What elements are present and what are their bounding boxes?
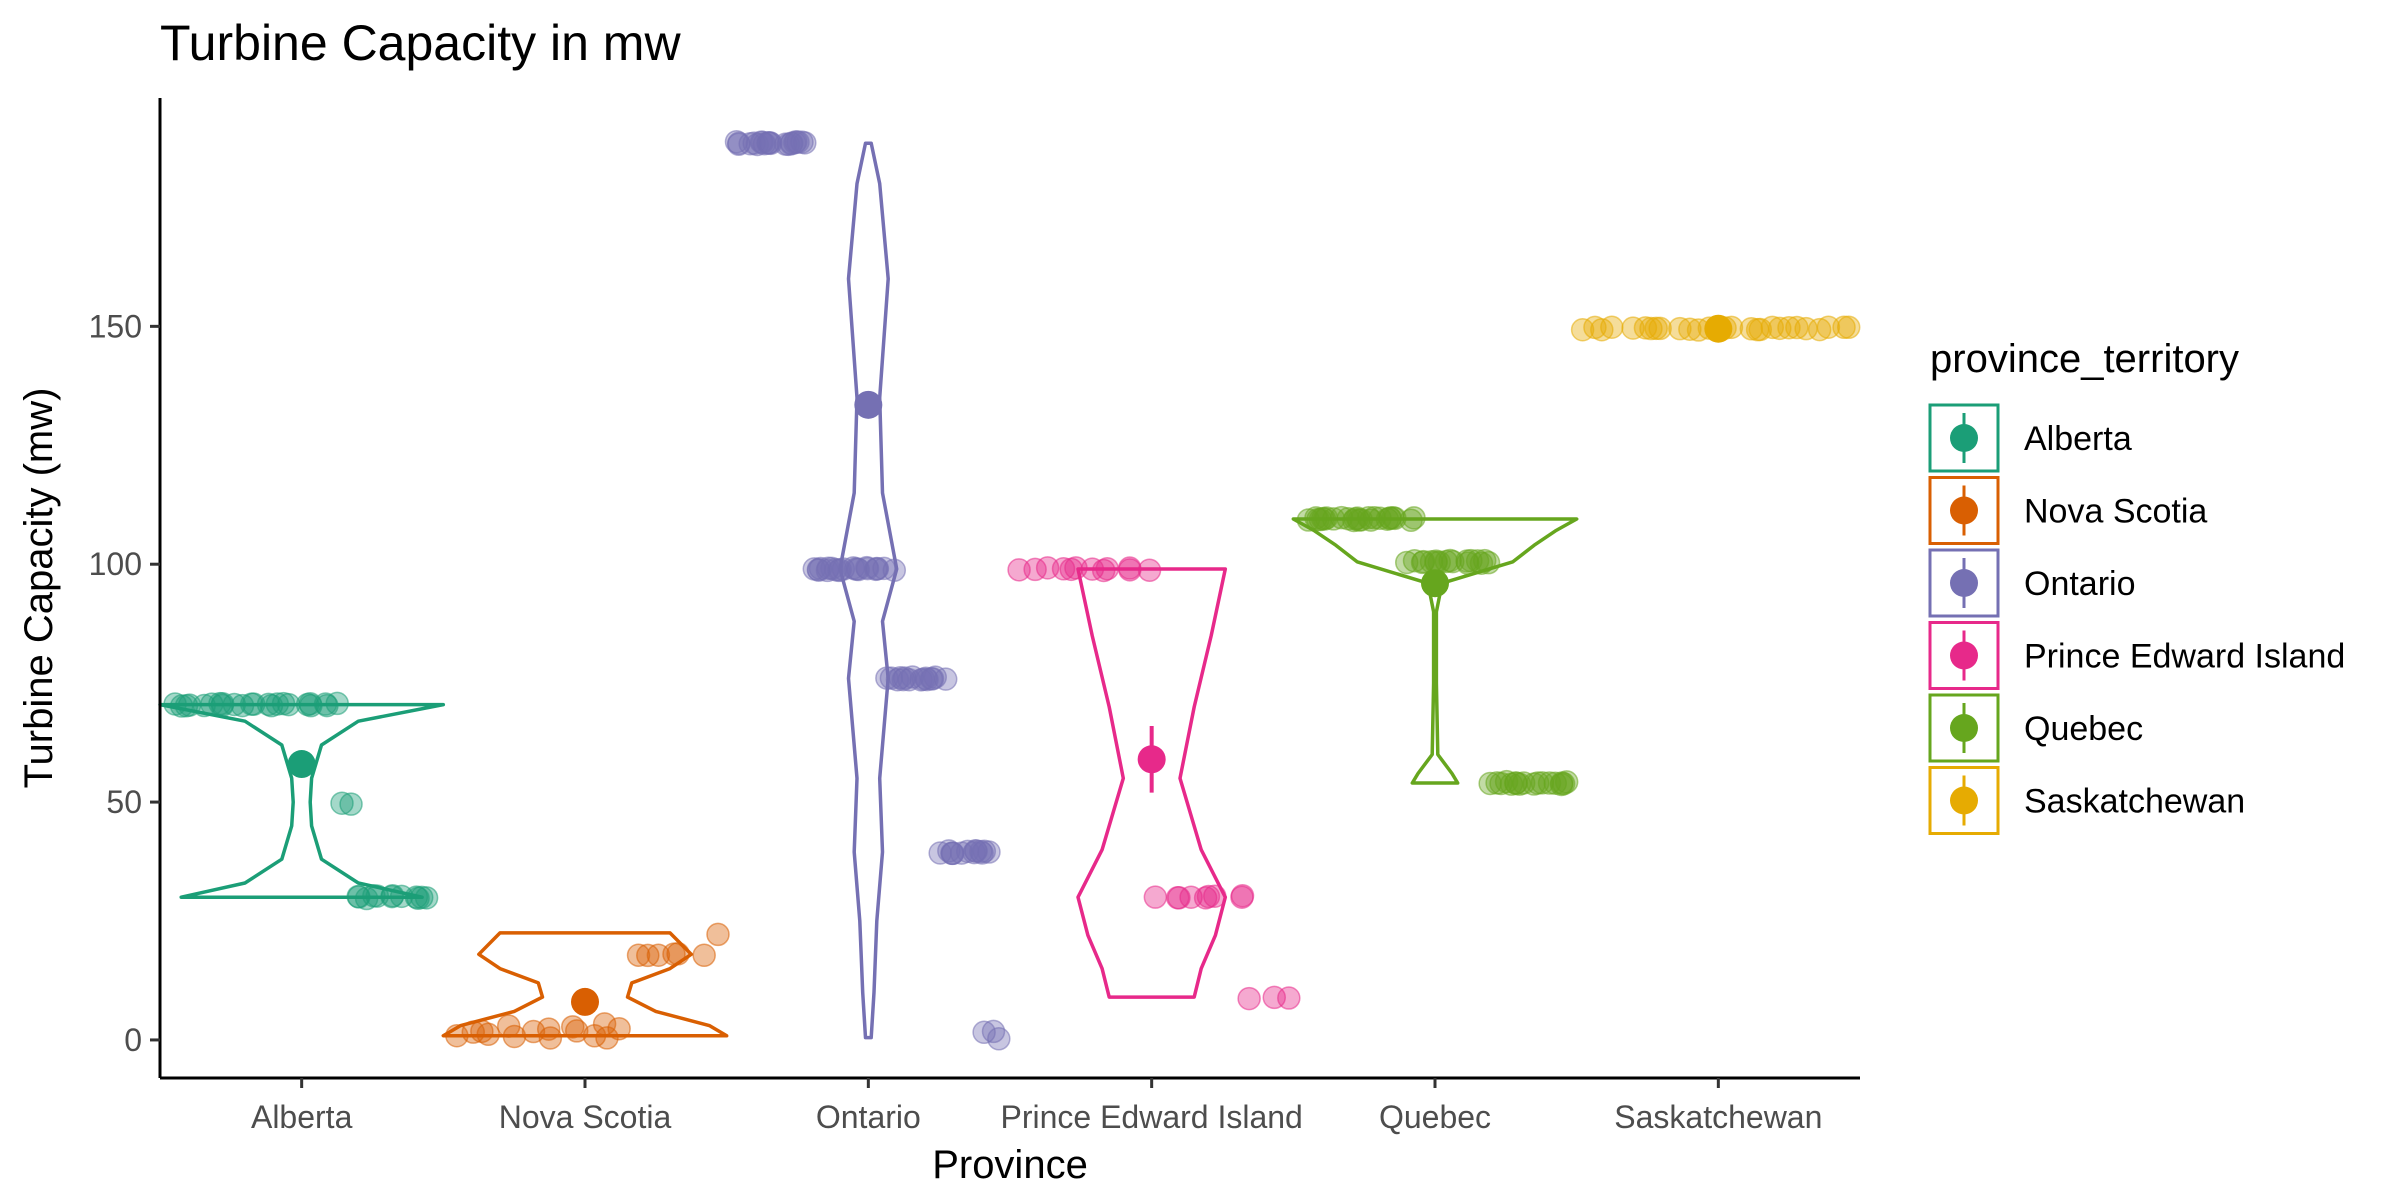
data-point bbox=[855, 556, 880, 581]
y-tick-label: 100 bbox=[89, 546, 142, 582]
mean-point bbox=[1704, 314, 1733, 343]
data-point bbox=[1230, 883, 1255, 908]
data-point bbox=[1600, 315, 1624, 339]
violin-outline bbox=[838, 141, 899, 1040]
data-point bbox=[1648, 316, 1672, 341]
data-point bbox=[969, 839, 993, 864]
mean-point bbox=[1137, 745, 1166, 774]
data-point bbox=[1836, 315, 1861, 340]
y-axis: 0 50 100 150 bbox=[89, 98, 162, 1078]
x-tick-label: Ontario bbox=[816, 1099, 921, 1135]
legend-key-dot bbox=[1950, 714, 1978, 742]
legend-key-dot bbox=[1950, 641, 1978, 670]
data-point bbox=[919, 667, 944, 691]
data-point bbox=[1777, 315, 1801, 340]
data-point bbox=[692, 943, 716, 968]
data-point bbox=[1051, 557, 1076, 581]
series-group bbox=[1007, 556, 1301, 1011]
y-axis-title: Turbine Capacity (mw) bbox=[17, 388, 61, 789]
series-group bbox=[441, 922, 730, 1050]
legend-item: Alberta bbox=[1928, 403, 2132, 473]
mean-point bbox=[854, 390, 883, 419]
y-tick-label: 150 bbox=[89, 308, 142, 344]
data-point bbox=[706, 922, 730, 947]
series-group bbox=[1291, 505, 1579, 797]
data-point bbox=[561, 1015, 585, 1039]
data-point bbox=[1739, 317, 1764, 341]
x-tick-label: Alberta bbox=[251, 1099, 353, 1135]
legend-key-dot bbox=[1950, 424, 1978, 452]
violin-outline bbox=[158, 702, 446, 899]
legend-label: Saskatchewan bbox=[2024, 783, 2245, 821]
data-point bbox=[1768, 316, 1792, 341]
data-point bbox=[339, 792, 363, 816]
violin-outline bbox=[441, 931, 729, 1038]
data-point bbox=[1748, 317, 1773, 342]
data-point bbox=[972, 1020, 996, 1045]
data-point bbox=[1668, 316, 1692, 341]
data-point bbox=[595, 1026, 619, 1050]
legend: province_territory Alberta Nova Scotia Ont… bbox=[1928, 337, 2345, 835]
data-point bbox=[1438, 548, 1462, 573]
data-point bbox=[845, 557, 870, 581]
data-point bbox=[496, 1014, 521, 1038]
data-point bbox=[1807, 317, 1832, 342]
data-point bbox=[1678, 317, 1702, 341]
legend-item: Quebec bbox=[1928, 693, 2143, 763]
violin-outline bbox=[1076, 567, 1228, 999]
series-group bbox=[724, 129, 1011, 1051]
legend-label: Ontario bbox=[2024, 565, 2136, 603]
legend-key-dot bbox=[1950, 786, 1978, 815]
series-group bbox=[1570, 314, 1861, 343]
mean-point bbox=[571, 987, 599, 1016]
legend-label: Alberta bbox=[2024, 420, 2132, 458]
data-point bbox=[1639, 316, 1663, 341]
mean-point bbox=[1421, 569, 1449, 598]
x-tick-label: Quebec bbox=[1379, 1099, 1491, 1135]
data-point bbox=[1143, 885, 1168, 909]
y-tick-label: 50 bbox=[106, 784, 142, 820]
legend-item: Prince Edward Island bbox=[1928, 621, 2345, 690]
data-point bbox=[330, 791, 354, 815]
data-point bbox=[1237, 986, 1261, 1011]
data-point bbox=[1277, 986, 1301, 1010]
x-tick-label: Saskatchewan bbox=[1614, 1099, 1822, 1135]
data-point bbox=[538, 1026, 563, 1050]
violin-outline bbox=[1291, 517, 1579, 785]
data-point bbox=[865, 557, 890, 581]
chart-title: Turbine Capacity in mw bbox=[160, 15, 681, 71]
x-tick-label: Prince Edward Island bbox=[1000, 1099, 1302, 1135]
data-point bbox=[1023, 557, 1047, 582]
legend-label: Quebec bbox=[2024, 710, 2143, 748]
data-point bbox=[1550, 771, 1574, 795]
legend-item: Saskatchewan bbox=[1928, 766, 2245, 835]
legend-item: Nova Scotia bbox=[1928, 476, 2207, 545]
legend-title: province_territory bbox=[1930, 337, 2239, 381]
data-point bbox=[977, 840, 1001, 864]
mean-point bbox=[287, 750, 316, 779]
data-point bbox=[1760, 315, 1785, 340]
data-point bbox=[1621, 316, 1645, 340]
legend-label: Nova Scotia bbox=[2024, 493, 2207, 531]
x-axis-title: Province bbox=[932, 1143, 1088, 1187]
data-point bbox=[790, 130, 814, 154]
x-axis: Alberta Nova Scotia Ontario Prince Edward I… bbox=[160, 1076, 1860, 1135]
plot-area bbox=[158, 129, 1861, 1051]
y-tick-label: 0 bbox=[124, 1022, 142, 1058]
data-point bbox=[626, 943, 651, 967]
data-point bbox=[1785, 315, 1809, 340]
data-point bbox=[981, 1019, 1006, 1044]
series-group bbox=[158, 691, 446, 911]
legend-item: Ontario bbox=[1928, 548, 2136, 618]
data-point bbox=[1196, 884, 1221, 909]
legend-key-dot bbox=[1950, 569, 1978, 597]
legend-key-dot bbox=[1950, 496, 1978, 525]
legend-label: Prince Edward Island bbox=[2024, 638, 2345, 676]
data-point bbox=[1167, 886, 1191, 910]
x-tick-label: Nova Scotia bbox=[499, 1099, 672, 1135]
